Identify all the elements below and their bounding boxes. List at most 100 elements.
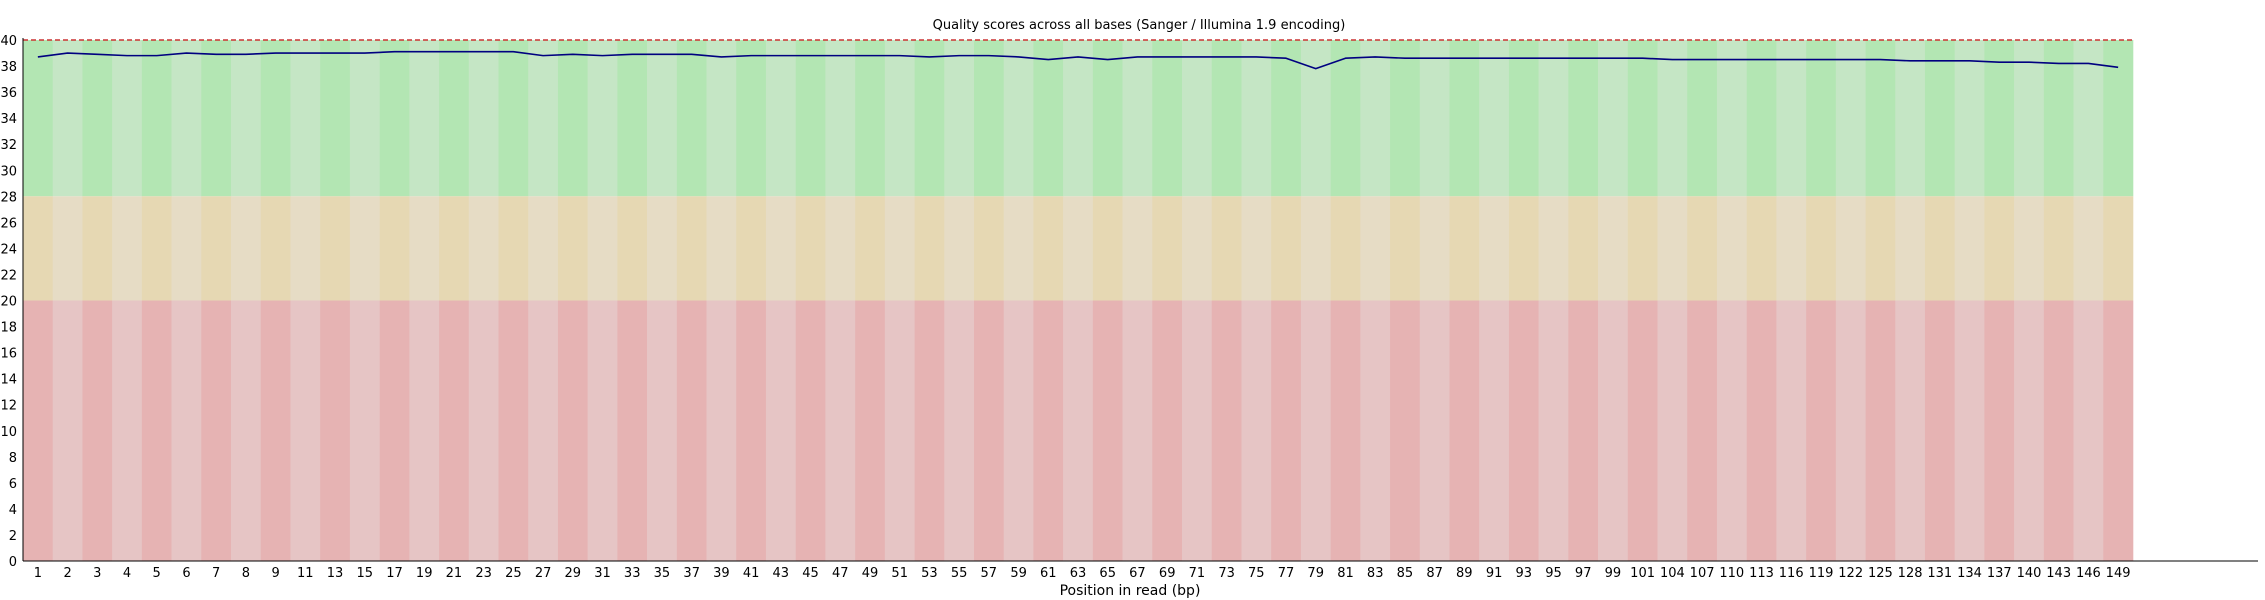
band-0-stripe (2103, 40, 2134, 197)
band-0-stripe (82, 40, 113, 197)
x-tick-label: 65 (1099, 566, 1116, 581)
band-0-stripe (676, 40, 707, 197)
band-0-stripe (825, 40, 856, 197)
band-1-stripe (1003, 196, 1034, 301)
band-1-stripe (765, 196, 796, 301)
y-tick-label: 20 (0, 295, 17, 310)
x-ticks: 1 2 3 4 5 6 7 8 9 11 13 15 17 19 21 23 25 27 29 31 33 35 37 39 4… (34, 566, 2131, 581)
band-1-stripe (498, 196, 529, 301)
band-2-stripe (409, 300, 440, 561)
band-1-stripe (884, 196, 915, 301)
band-1-stripe (1390, 196, 1421, 301)
x-tick-label: 71 (1189, 566, 1206, 581)
x-tick-label: 128 (1898, 566, 1923, 581)
x-tick-label: 61 (1040, 566, 1057, 581)
y-tick-label: 40 (0, 34, 17, 49)
band-0-stripe (1984, 40, 2015, 197)
band-1-stripe (825, 196, 856, 301)
band-1-stripe (1895, 196, 1926, 301)
band-2-stripe (2073, 300, 2104, 561)
y-tick-label: 30 (0, 164, 17, 179)
band-2-stripe (468, 300, 499, 561)
band-0-stripe (1865, 40, 1896, 197)
mean-quality-line (37, 50, 2119, 70)
band-0-stripe (914, 40, 945, 197)
y-tick-label: 16 (0, 347, 17, 362)
band-2-stripe (1419, 300, 1450, 561)
band-2-stripe (1598, 300, 1629, 561)
x-tick-label: 33 (624, 566, 641, 581)
band-0-stripe (1033, 40, 1064, 197)
band-1-stripe (1271, 196, 1302, 301)
x-tick-label: 131 (1927, 566, 1952, 581)
band-1-stripe (676, 196, 707, 301)
band-1-stripe (1924, 196, 1955, 301)
x-tick-label: 69 (1159, 566, 1176, 581)
x-tick-label: 19 (416, 566, 433, 581)
band-1-stripe (349, 196, 380, 301)
band-1-stripe (231, 196, 262, 301)
band-0-stripe (528, 40, 559, 197)
band-0-stripe (1954, 40, 1985, 197)
band-0-stripe (736, 40, 767, 197)
band-2-stripe (141, 300, 172, 561)
x-tick-label: 119 (1809, 566, 1834, 581)
y-tick-label: 38 (0, 60, 17, 75)
band-1-stripe (2043, 196, 2074, 301)
x-tick-label: 149 (2106, 566, 2131, 581)
band-2-stripe (1806, 300, 1837, 561)
band-0-stripe (1746, 40, 1777, 197)
band-0-stripe (973, 40, 1005, 197)
band-0-stripe (1687, 40, 1718, 197)
band-2-stripe (1390, 300, 1421, 561)
x-tick-label: 41 (743, 566, 760, 581)
y-tick-label: 36 (0, 86, 17, 101)
band-0-stripe (320, 40, 351, 197)
band-1-stripe (379, 196, 410, 301)
band-2-stripe (528, 300, 559, 561)
band-1-stripe (1746, 196, 1777, 301)
x-tick-label: 39 (713, 566, 730, 581)
band-0-stripe (1449, 40, 1480, 197)
band-1-stripe (1152, 196, 1183, 301)
band-1-stripe (706, 196, 737, 301)
band-1-stripe (141, 196, 172, 301)
band-2-stripe (914, 300, 945, 561)
band-0-stripe (260, 40, 291, 197)
band-2-stripe (1092, 300, 1123, 561)
x-tick-label: 25 (505, 566, 522, 581)
band-0-stripe (1835, 40, 1866, 197)
x-tick-label: 57 (981, 566, 998, 581)
x-tick-label: 49 (862, 566, 879, 581)
band-1-stripe (1449, 196, 1480, 301)
band-0-stripe (944, 40, 975, 197)
band-0-stripe (439, 40, 470, 197)
band-2-stripe (439, 300, 470, 561)
band-0-stripe (1419, 40, 1450, 197)
band-0-stripe (1092, 40, 1123, 197)
band-2-stripe (1182, 300, 1213, 561)
band-0-stripe (1479, 40, 1510, 197)
band-0-stripe (379, 40, 410, 197)
y-tick-label: 18 (0, 321, 17, 336)
band-1-stripe (795, 196, 826, 301)
x-tick-label: 81 (1337, 566, 1354, 581)
band-1-stripe (1657, 196, 1688, 301)
band-1-stripe (1806, 196, 1837, 301)
x-tick-label: 75 (1248, 566, 1265, 581)
x-tick-label: 23 (475, 566, 492, 581)
y-tick-label: 32 (0, 138, 17, 153)
band-1-stripe (82, 196, 113, 301)
band-2-stripe (379, 300, 410, 561)
band-2-stripe (1241, 300, 1272, 561)
band-1-stripe (1211, 196, 1242, 301)
band-2-stripe (171, 300, 202, 561)
x-tick-label: 140 (2017, 566, 2042, 581)
band-2-stripe (973, 300, 1005, 561)
band-0-stripe (1241, 40, 1272, 197)
x-tick-label: 87 (1426, 566, 1443, 581)
x-tick-label: 29 (565, 566, 582, 581)
band-2-stripe (1003, 300, 1034, 561)
band-0-stripe (855, 40, 886, 197)
band-1-stripe (112, 196, 143, 301)
